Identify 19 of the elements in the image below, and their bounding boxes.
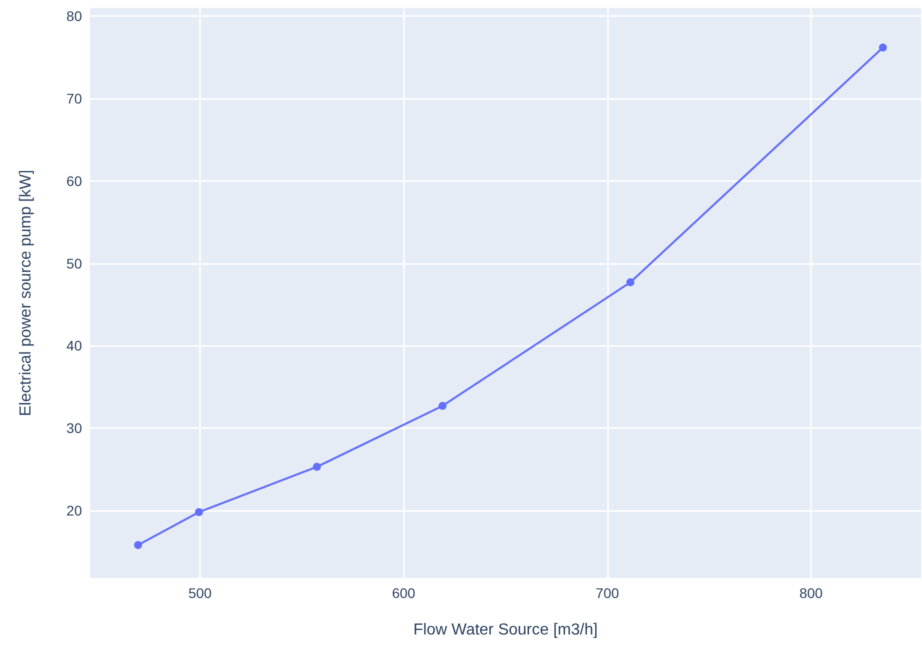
point	[312, 462, 321, 471]
point	[194, 508, 203, 516]
y-tick-label: 20	[66, 502, 82, 518]
y-tick-label: 30	[66, 420, 82, 436]
y-tick-label: 50	[66, 255, 82, 272]
x-tick-label: 800	[799, 585, 823, 601]
point	[134, 541, 142, 550]
y-tick-label: 60	[66, 172, 82, 189]
x-axis-title: Flow Water Source [m3/h]	[413, 622, 598, 638]
point	[438, 402, 447, 410]
point	[626, 278, 634, 286]
x-tick-label: 700	[596, 585, 620, 601]
y-tick-label: 40	[66, 338, 82, 354]
y-tick-label: 70	[66, 90, 82, 107]
y-tick-label: 80	[66, 8, 82, 24]
y-axis-title: Electrical power source pump [kW]	[18, 170, 34, 416]
x-tick-label: 600	[392, 585, 416, 601]
x-tick-label: 500	[188, 585, 212, 601]
point	[878, 44, 887, 52]
